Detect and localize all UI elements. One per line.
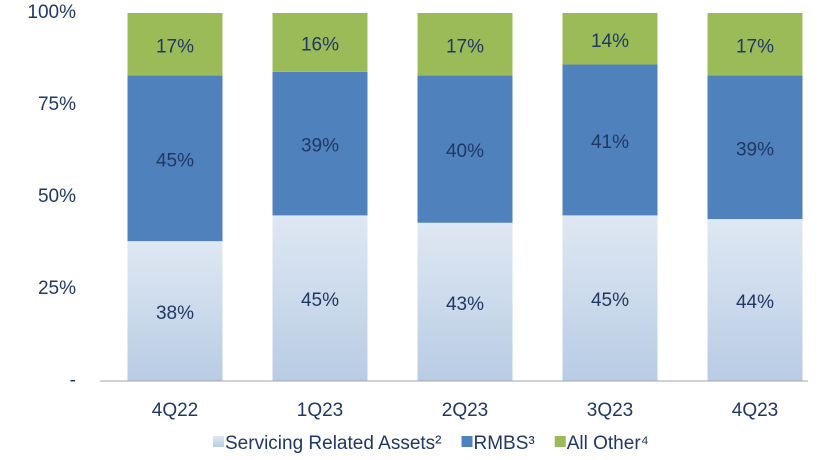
data-label: 41% — [591, 132, 629, 153]
bar-segment — [562, 64, 658, 216]
bar-segment — [707, 75, 803, 220]
x-tick-label: 3Q23 — [587, 400, 633, 421]
bar-segment — [417, 13, 513, 76]
data-label: 45% — [591, 290, 629, 311]
legend-label: Servicing Related Assets² — [225, 433, 442, 454]
data-label: 39% — [736, 139, 774, 160]
y-tick-label: 75% — [38, 94, 76, 115]
bar-segment — [417, 75, 513, 223]
data-label: 44% — [736, 292, 774, 313]
y-tick-label: - — [70, 370, 76, 391]
y-tick-label: 50% — [38, 186, 76, 207]
bar-segment — [272, 13, 368, 72]
bar-segment — [272, 215, 368, 381]
data-label: 45% — [156, 150, 194, 171]
x-tick-label: 2Q23 — [442, 400, 488, 421]
bar-segment — [707, 13, 803, 76]
y-tick-label: 25% — [38, 278, 76, 299]
legend-label: All Other⁴ — [567, 433, 649, 454]
bar-segment — [562, 13, 658, 65]
data-label: 43% — [446, 294, 484, 315]
bar-segment — [707, 219, 803, 381]
legend-marker — [461, 436, 473, 447]
bar-segment — [127, 241, 223, 381]
x-tick-label: 4Q22 — [152, 400, 198, 421]
bar-segment — [562, 215, 658, 381]
legend-label: RMBS³ — [474, 433, 535, 454]
data-label: 17% — [736, 36, 774, 57]
data-label: 45% — [301, 290, 339, 311]
bar-segment — [127, 75, 223, 242]
data-label: 16% — [301, 34, 339, 55]
y-tick-label: 100% — [27, 2, 76, 23]
data-label: 40% — [446, 141, 484, 162]
data-label: 14% — [591, 31, 629, 52]
x-tick-label: 1Q23 — [297, 400, 343, 421]
bar-segment — [272, 71, 368, 216]
data-label: 17% — [446, 36, 484, 57]
data-label: 39% — [301, 136, 339, 157]
data-label: 17% — [156, 36, 194, 57]
x-tick-label: 4Q23 — [732, 400, 778, 421]
bar-segment — [417, 222, 513, 381]
bar-segment — [127, 13, 223, 76]
data-label: 38% — [156, 303, 194, 324]
legend-marker — [213, 436, 224, 447]
legend-marker — [554, 436, 566, 447]
